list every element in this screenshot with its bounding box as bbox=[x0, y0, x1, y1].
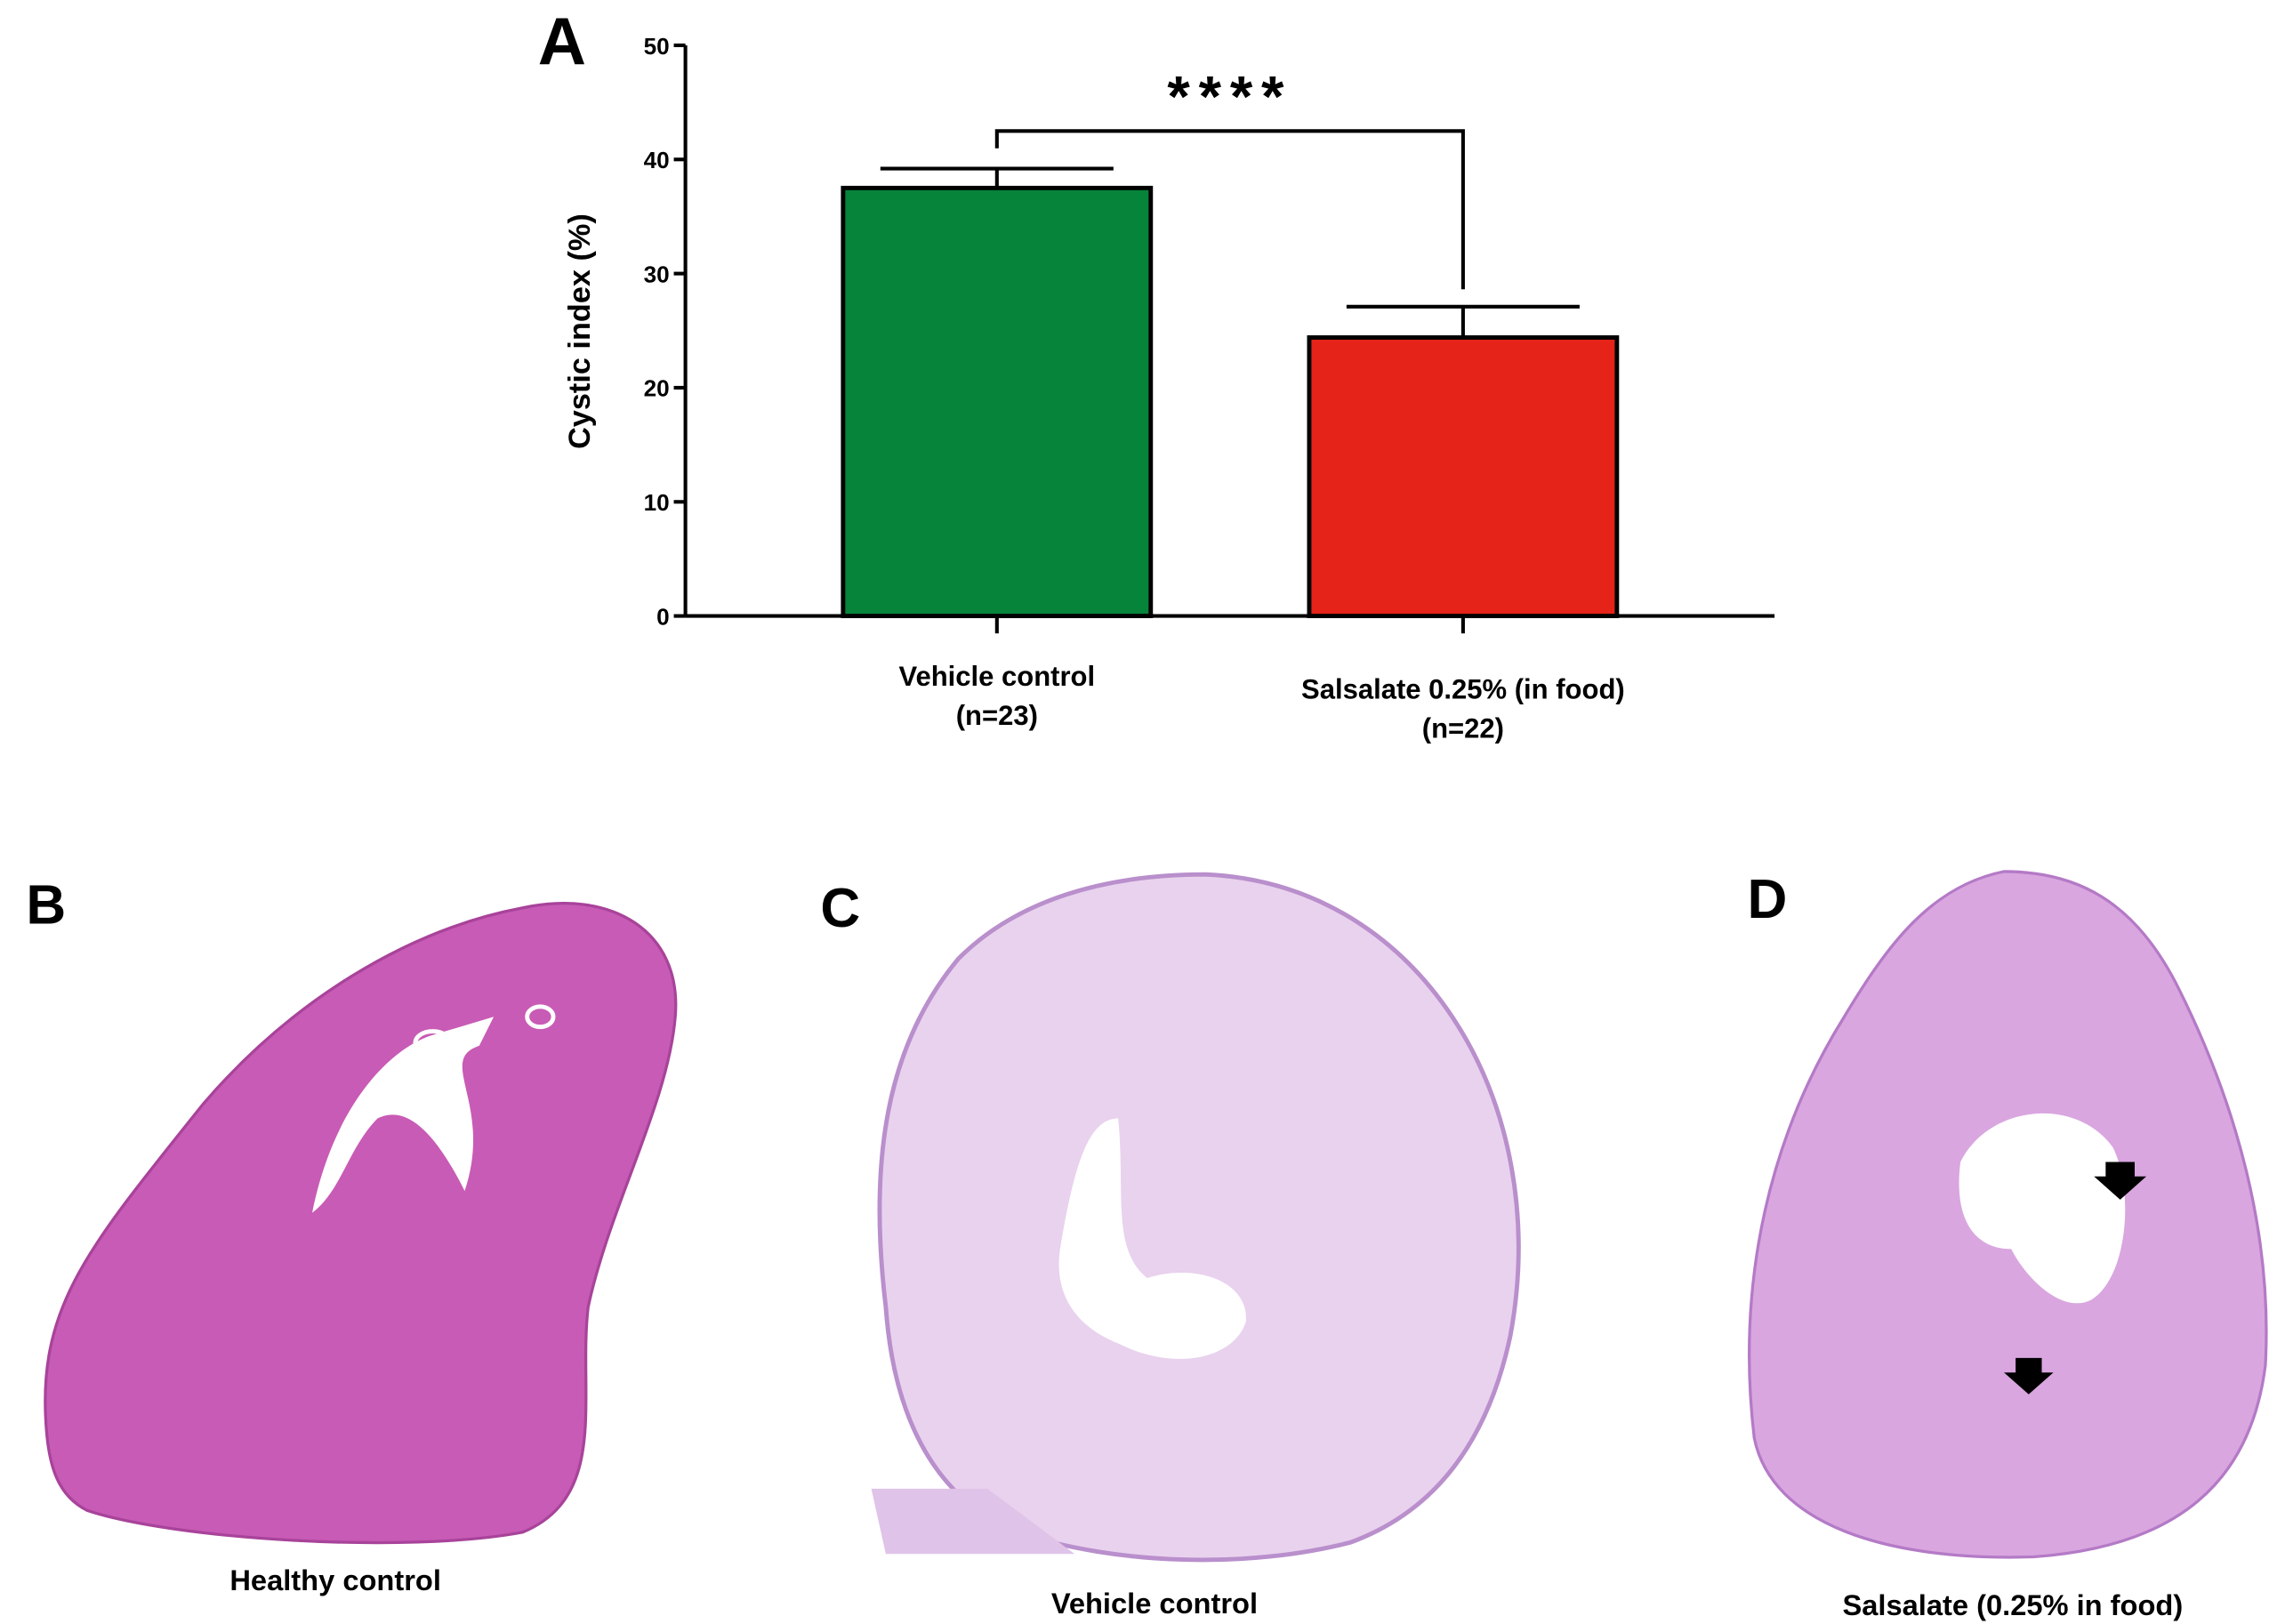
panel-label: D bbox=[1748, 869, 1788, 930]
panel-caption: Healthy control bbox=[229, 1564, 441, 1596]
panel-label: A bbox=[538, 4, 586, 78]
y-tick-label: 30 bbox=[644, 261, 670, 287]
panel-label: B bbox=[26, 875, 66, 937]
y-axis-label: Cystic index (%) bbox=[563, 213, 597, 449]
histology-healthy bbox=[44, 902, 678, 1545]
histology-salsalate bbox=[1748, 870, 2268, 1559]
histology-vehicle bbox=[871, 872, 1521, 1563]
bar bbox=[1307, 335, 1620, 619]
panel-caption: Salsalate (0.25% in food) bbox=[1842, 1588, 2183, 1621]
panel-label: C bbox=[820, 878, 860, 939]
panel-caption: Vehicle control bbox=[1051, 1587, 1258, 1620]
y-tick-label: 0 bbox=[656, 603, 670, 630]
x-tick-label: Vehicle control bbox=[899, 661, 1096, 692]
bar bbox=[841, 185, 1154, 619]
y-tick-label: 20 bbox=[644, 375, 670, 402]
significance-bracket bbox=[994, 129, 1465, 290]
x-tick-label: Salsalate 0.25% (in food) bbox=[1301, 674, 1625, 705]
x-tick-sublabel: (n=23) bbox=[956, 700, 1038, 731]
y-tick-label: 50 bbox=[644, 33, 670, 60]
y-tick-label: 10 bbox=[644, 489, 670, 516]
significance-label: **** bbox=[1167, 64, 1292, 129]
y-tick-label: 40 bbox=[644, 147, 670, 173]
x-tick-sublabel: (n=22) bbox=[1422, 713, 1504, 744]
